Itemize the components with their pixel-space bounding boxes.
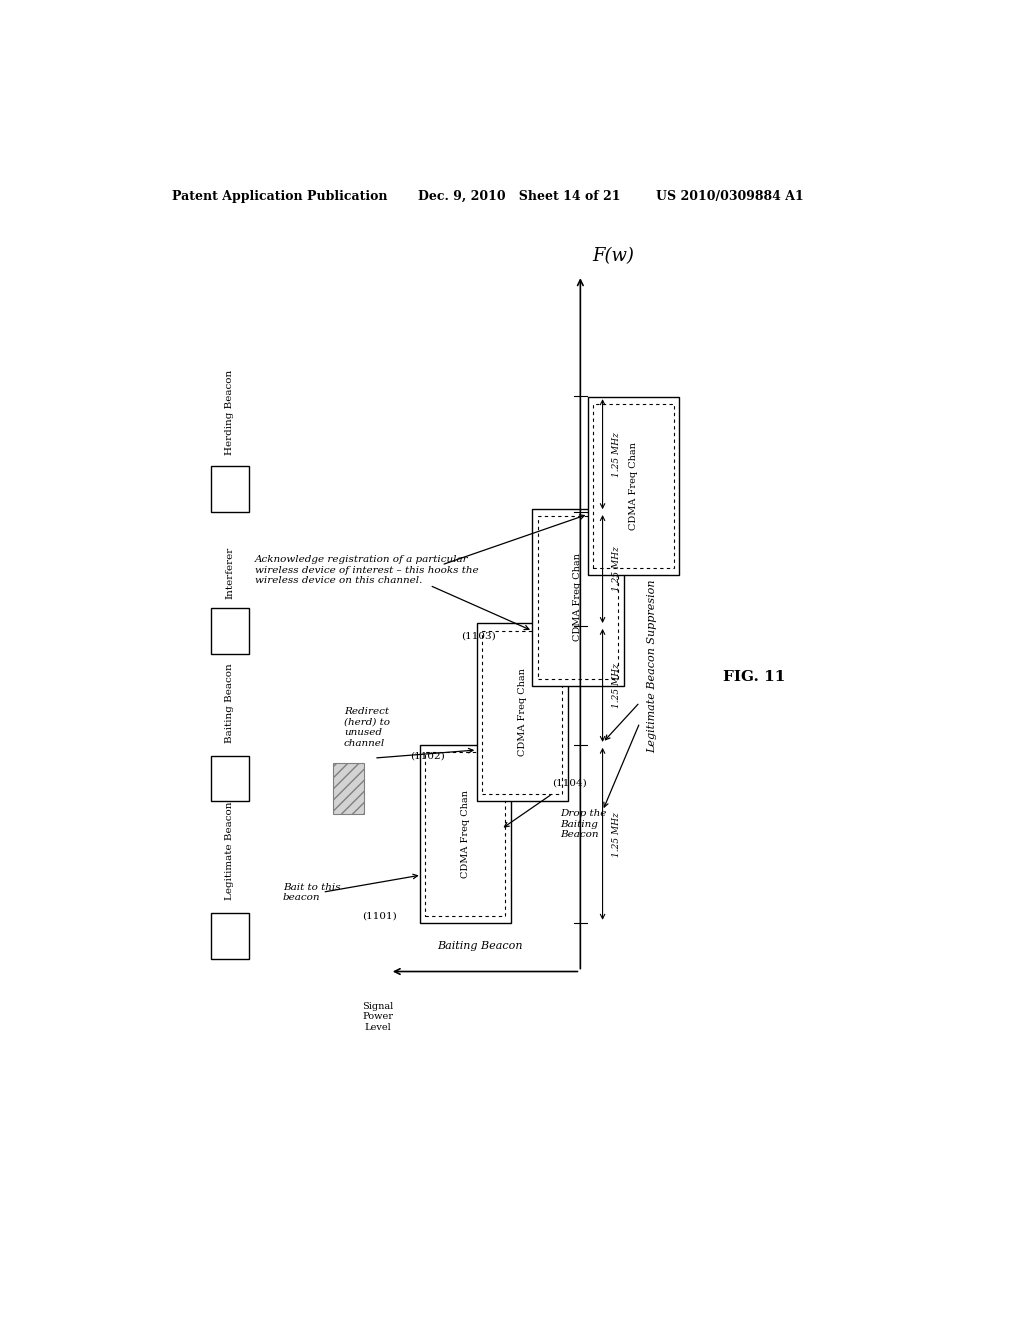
Bar [532, 508, 624, 686]
Text: F(w): F(w) [592, 247, 634, 265]
Text: 1.25 MHz: 1.25 MHz [612, 664, 622, 709]
Text: Interferer: Interferer [225, 546, 234, 598]
Text: Drop the
Baiting
Beacon: Drop the Baiting Beacon [560, 809, 607, 840]
Text: (1103): (1103) [461, 631, 496, 640]
Text: US 2010/0309884 A1: US 2010/0309884 A1 [655, 190, 804, 202]
Text: 1.25 MHz: 1.25 MHz [612, 546, 622, 591]
Text: (1102): (1102) [410, 751, 444, 760]
Bar [538, 516, 618, 680]
Text: Legitimate Beacon Suppresion: Legitimate Beacon Suppresion [647, 579, 656, 754]
Bar [420, 746, 511, 923]
Text: CDMA Freq Chan: CDMA Freq Chan [461, 791, 470, 878]
Bar [211, 466, 249, 512]
Text: Bait to this
beacon: Bait to this beacon [283, 883, 340, 902]
Text: CDMA Freq Chan: CDMA Freq Chan [518, 668, 527, 756]
Bar [333, 763, 365, 814]
Text: Dec. 9, 2010   Sheet 14 of 21: Dec. 9, 2010 Sheet 14 of 21 [418, 190, 621, 202]
Text: Baiting Beacon: Baiting Beacon [225, 663, 234, 743]
Bar [425, 752, 506, 916]
Text: Legitimate Beacon: Legitimate Beacon [225, 801, 234, 900]
Text: Patent Application Publication: Patent Application Publication [172, 190, 387, 202]
Text: Acknowledge registration of a particular
wireless device of interest – this hook: Acknowledge registration of a particular… [255, 556, 478, 585]
Bar [211, 755, 249, 801]
Text: CDMA Freq Chan: CDMA Freq Chan [629, 442, 638, 529]
Text: Redirect
(herd) to
unused
channel: Redirect (herd) to unused channel [344, 708, 390, 747]
Text: Signal
Power
Level: Signal Power Level [362, 1002, 393, 1032]
Bar [588, 397, 679, 574]
Bar [594, 404, 674, 568]
Text: FIG. 11: FIG. 11 [723, 669, 785, 684]
Bar [477, 623, 568, 801]
Text: CDMA Freq Chan: CDMA Freq Chan [573, 553, 583, 642]
Bar [211, 913, 249, 958]
Bar [211, 609, 249, 653]
Text: (1101): (1101) [362, 911, 397, 920]
Text: (1104): (1104) [552, 779, 587, 788]
Text: Herding Beacon: Herding Beacon [225, 370, 234, 455]
Text: Baiting Beacon: Baiting Beacon [437, 941, 523, 952]
Text: 1.25 MHz: 1.25 MHz [612, 812, 622, 857]
Text: 1.25 MHz: 1.25 MHz [612, 432, 622, 477]
Bar [482, 631, 562, 795]
